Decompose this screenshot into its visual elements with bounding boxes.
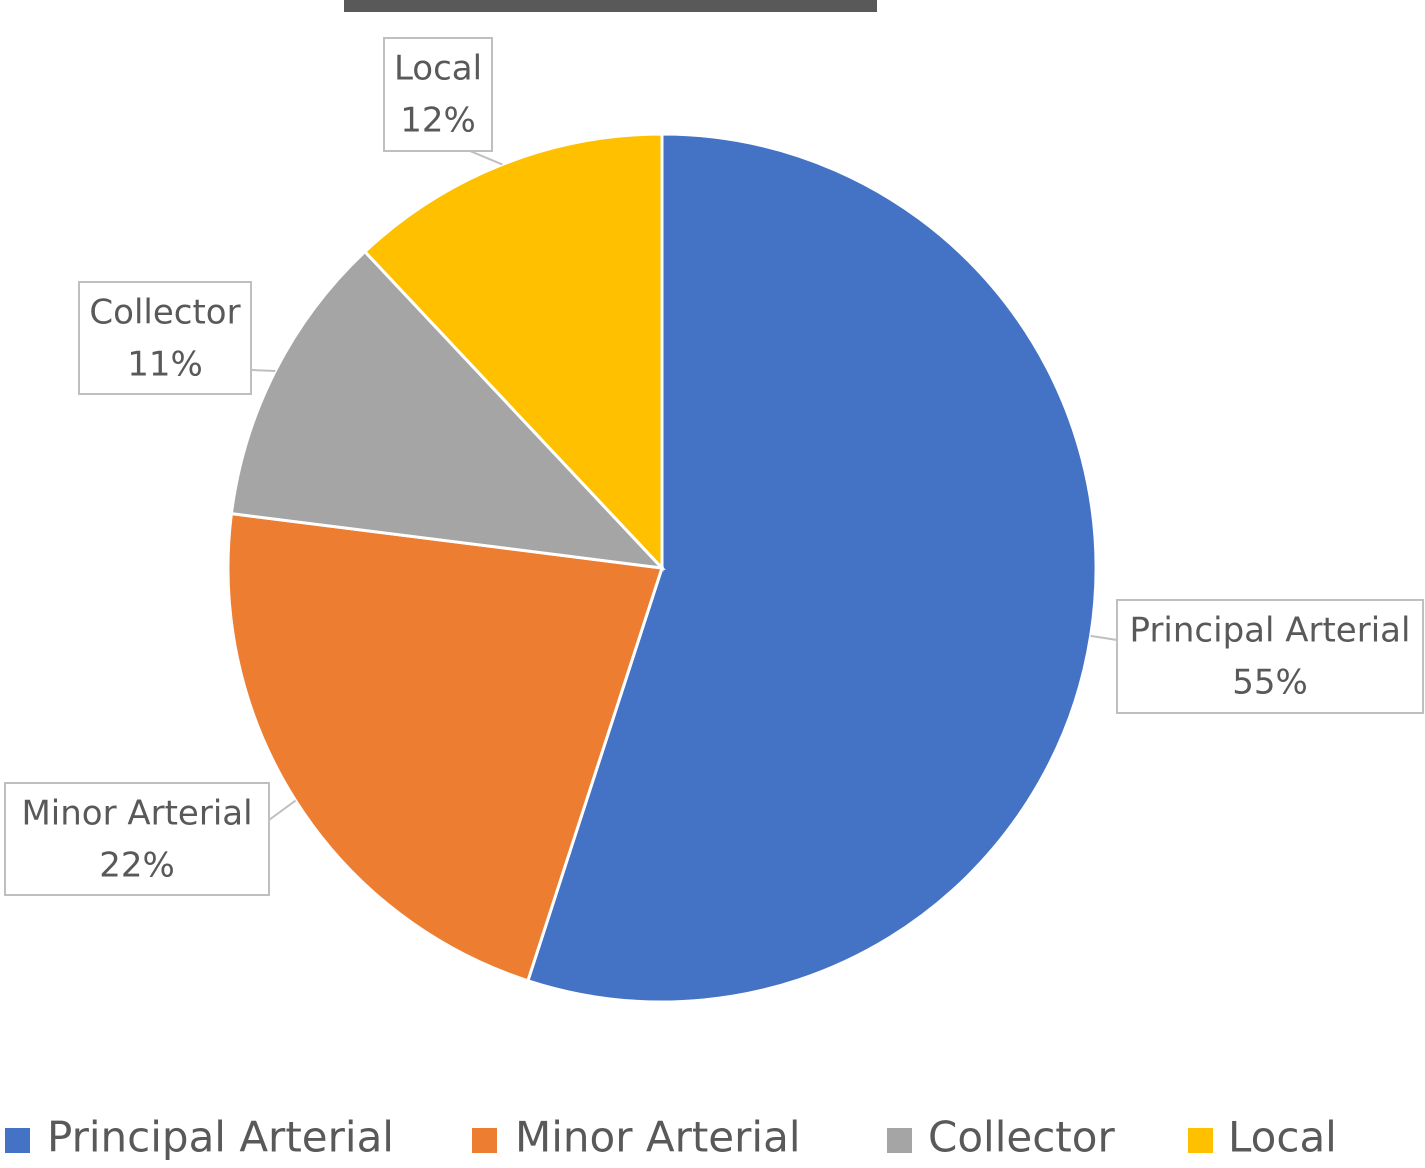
title-bar <box>344 0 877 12</box>
legend-label: Collector <box>928 1113 1115 1162</box>
pie-slice <box>229 249 666 571</box>
data-label-value: 22% <box>99 846 175 886</box>
legend-label: Local <box>1228 1113 1337 1162</box>
leader-line <box>250 369 276 372</box>
legend-swatch <box>887 1128 912 1153</box>
data-label-name: Collector <box>89 293 240 333</box>
leader-line <box>469 150 503 166</box>
legend-swatch <box>1188 1128 1213 1153</box>
label-box <box>4 782 270 896</box>
data-label-name: Local <box>394 49 482 89</box>
pie-slice <box>226 511 664 983</box>
legend-label: Minor Arterial <box>515 1113 801 1162</box>
data-label-value: 11% <box>127 345 203 385</box>
data-label-name: Minor Arterial <box>21 794 252 834</box>
leader-line <box>1090 634 1118 641</box>
legend-swatch <box>5 1128 30 1153</box>
label-box <box>78 281 252 395</box>
label-box <box>383 37 493 152</box>
data-label-value: 55% <box>1232 663 1308 703</box>
data-label-value: 12% <box>400 101 476 141</box>
leader-line <box>268 799 297 821</box>
legend-label: Principal Arterial <box>47 1113 394 1162</box>
legend-swatch <box>472 1128 497 1153</box>
pie-slice <box>525 132 1098 1004</box>
data-label-name: Principal Arterial <box>1130 611 1411 651</box>
pie-slice <box>362 132 664 572</box>
label-box <box>1116 599 1424 714</box>
